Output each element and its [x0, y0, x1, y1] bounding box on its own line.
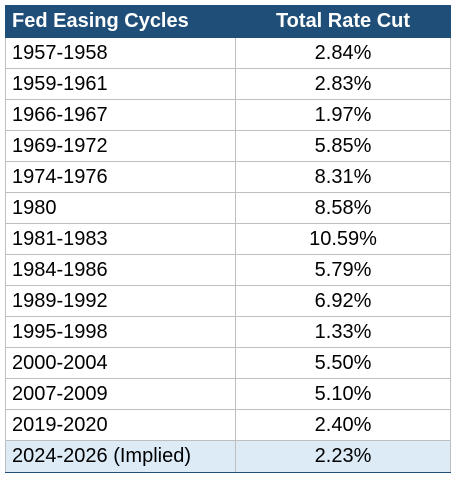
rate-cut-cell: 2.84% — [235, 37, 451, 69]
table-row: 1989-1992 6.92% — [5, 285, 451, 317]
table-row: 1980 8.58% — [5, 192, 451, 224]
table-row: 2000-2004 5.50% — [5, 347, 451, 379]
cycle-cell: 2000-2004 — [5, 347, 236, 379]
cycle-cell: 1969-1972 — [5, 130, 236, 162]
cycle-cell: 1966-1967 — [5, 99, 236, 131]
rate-cut-cell: 8.31% — [235, 161, 451, 193]
rate-cut-cell: 2.83% — [235, 68, 451, 100]
cycle-cell: 2019-2020 — [5, 409, 236, 441]
table-row: 1959-1961 2.83% — [5, 68, 451, 100]
table-row: 1957-1958 2.84% — [5, 37, 451, 69]
cycle-cell: 2024-2026 (Implied) — [5, 440, 236, 473]
rate-cut-cell: 1.97% — [235, 99, 451, 131]
table-row: 1974-1976 8.31% — [5, 161, 451, 193]
rate-cut-cell: 2.40% — [235, 409, 451, 441]
table-row: 1969-1972 5.85% — [5, 130, 451, 162]
header-cell: Fed Easing Cycles — [5, 5, 236, 38]
table-row: 1966-1967 1.97% — [5, 99, 451, 131]
rate-cut-cell: 10.59% — [235, 223, 451, 255]
header-row: Fed Easing Cycles Total Rate Cut — [5, 5, 451, 38]
header-cell: Total Rate Cut — [235, 5, 451, 38]
cycle-cell: 1981-1983 — [5, 223, 236, 255]
cycle-cell: 1974-1976 — [5, 161, 236, 193]
rate-cut-cell: 5.10% — [235, 378, 451, 410]
rate-cut-cell: 8.58% — [235, 192, 451, 224]
cycle-cell: 1984-1986 — [5, 254, 236, 286]
rate-cut-cell: 6.92% — [235, 285, 451, 317]
table-body: 1957-1958 2.84% 1959-1961 2.83% 1966-1967 1.9… — [5, 37, 451, 473]
cycle-cell: 2007-2009 — [5, 378, 236, 410]
rate-cut-cell: 5.79% — [235, 254, 451, 286]
table-row: 2007-2009 5.10% — [5, 378, 451, 410]
rate-cut-cell: 5.50% — [235, 347, 451, 379]
cycle-cell: 1957-1958 — [5, 37, 236, 69]
rate-cut-table: Fed Easing Cycles Total Rate Cut 1957-19… — [5, 5, 451, 473]
table-header: Fed Easing Cycles Total Rate Cut — [5, 5, 451, 38]
rate-cut-cell: 1.33% — [235, 316, 451, 348]
cycle-cell: 1980 — [5, 192, 236, 224]
rate-cut-cell: 2.23% — [235, 440, 451, 473]
table-row: 2019-2020 2.40% — [5, 409, 451, 441]
cycle-cell: 1995-1998 — [5, 316, 236, 348]
table-row: 1995-1998 1.33% — [5, 316, 451, 348]
rate-cut-cell: 5.85% — [235, 130, 451, 162]
table-row: 1984-1986 5.79% — [5, 254, 451, 286]
table-row: 1981-1983 10.59% — [5, 223, 451, 255]
cycle-cell: 1989-1992 — [5, 285, 236, 317]
table-row: 2024-2026 (Implied) 2.23% — [5, 440, 451, 473]
cycle-cell: 1959-1961 — [5, 68, 236, 100]
